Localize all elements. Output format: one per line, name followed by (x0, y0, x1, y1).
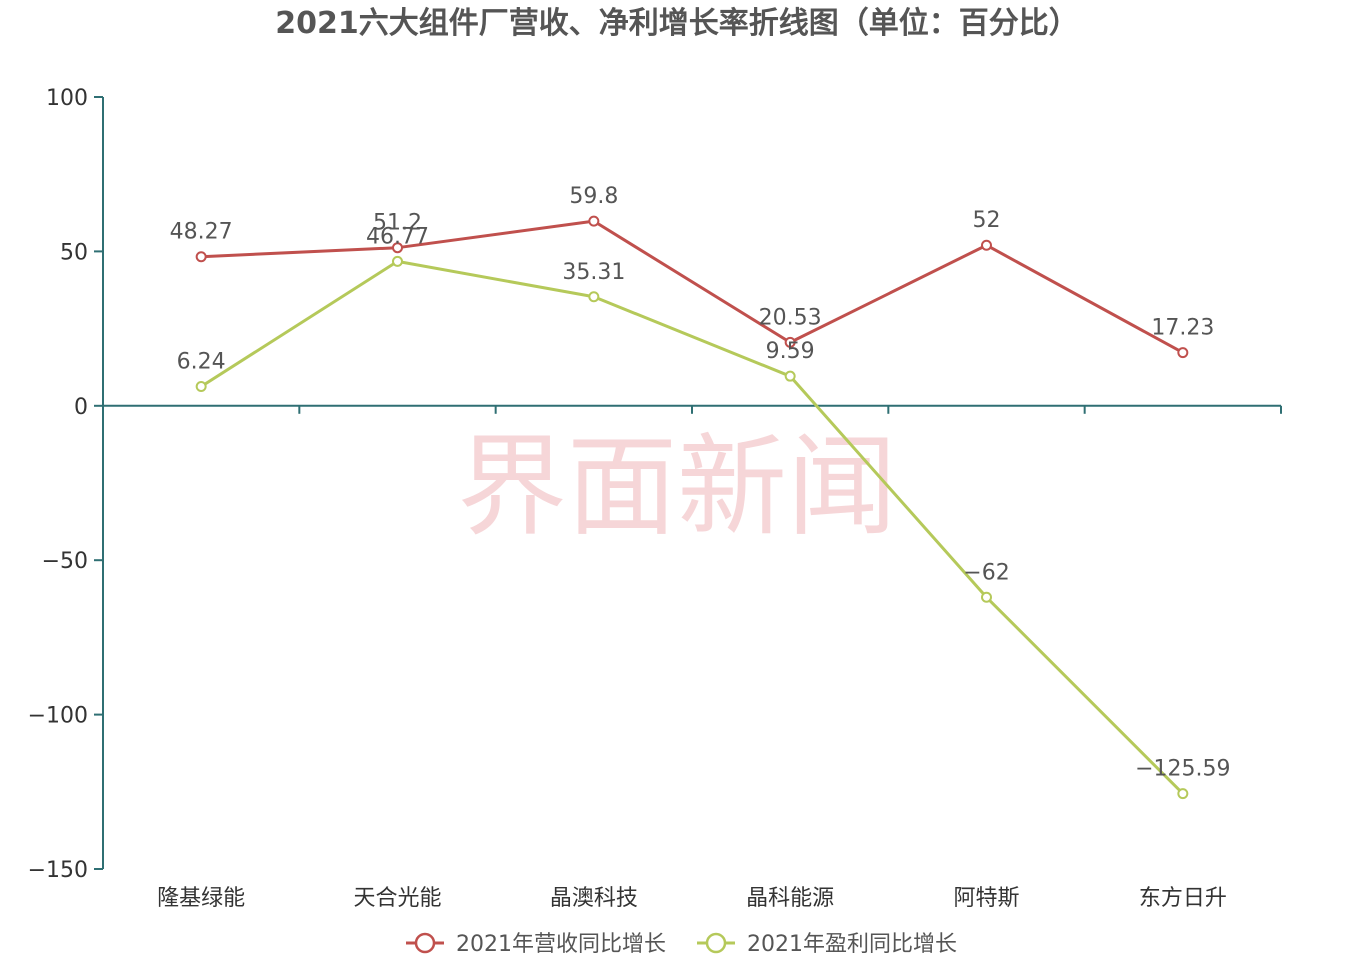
data-point[interactable] (392, 255, 403, 267)
data-point[interactable] (588, 291, 600, 303)
legend[interactable]: 2021年营收同比增长 2021年盈利同比增长 (406, 932, 957, 957)
y-tick-label: 0 (74, 395, 88, 420)
data-label: 48.27 (170, 220, 233, 245)
data-label: −125.59 (1135, 757, 1230, 782)
legend-marker (414, 932, 436, 954)
data-label: 51.2 (373, 211, 422, 236)
data-point[interactable] (588, 215, 600, 227)
data-label: 46.77 (366, 224, 429, 249)
data-label: 6.24 (177, 350, 226, 375)
x-category-label: 天合光能 (353, 886, 441, 911)
series-line (200, 259, 1184, 795)
x-category-label: 晶澳科技 (550, 886, 638, 911)
watermark-text: 界面新闻 (457, 423, 897, 551)
data-point[interactable] (1177, 788, 1189, 800)
y-tick-label: 50 (60, 240, 88, 265)
x-category-label: 阿特斯 (953, 886, 1019, 911)
series-1: 48.27 51.2 59.8 20.53 52 17.23 (170, 184, 1214, 359)
data-label: 52 (973, 208, 1001, 233)
x-category-label: 东方日升 (1139, 886, 1227, 911)
legend-marker (705, 932, 727, 954)
x-category-label: 隆基绿能 (157, 886, 245, 911)
data-point[interactable] (784, 336, 796, 348)
series-2: 6.24 46.77 35.31 9.59 −62 −125.59 (177, 224, 1231, 800)
data-point[interactable] (195, 381, 207, 393)
data-label: 59.8 (569, 184, 618, 209)
data-point[interactable] (195, 251, 207, 263)
data-point[interactable] (981, 591, 992, 603)
data-point[interactable] (981, 239, 992, 251)
series-line (201, 219, 1184, 354)
data-label: 17.23 (1151, 316, 1214, 341)
legend-item-1[interactable]: 2021年营收同比增长 (406, 932, 666, 957)
legend-label: 2021年营收同比增长 (456, 932, 666, 957)
data-label: 20.53 (759, 305, 822, 330)
data-label: 35.31 (562, 260, 625, 285)
series-layer: 48.27 51.2 59.8 20.53 52 17.23 6.24 46.77 35.31 9… (170, 184, 1231, 800)
y-tick-label: −100 (28, 704, 88, 729)
y-tick-label: −50 (42, 549, 88, 574)
data-point[interactable] (784, 370, 796, 382)
y-tick-label: −150 (28, 858, 88, 883)
legend-label: 2021年盈利同比增长 (747, 932, 957, 957)
data-label: 9.59 (766, 339, 815, 364)
data-point[interactable] (1177, 347, 1189, 359)
chart-title: 2021六大组件厂营收、净利增长率折线图（单位：百分比） (275, 6, 1079, 41)
x-category-label: 晶科能源 (746, 886, 834, 911)
axes: 100 50 0 −50 −100 −150 隆基绿能 天合光能 晶澳科技 晶科能源 阿特斯 东方日升 (28, 86, 1282, 911)
legend-item-2[interactable]: 2021年盈利同比增长 (697, 932, 957, 957)
data-point[interactable] (392, 242, 403, 254)
data-label: −62 (963, 560, 1009, 585)
y-tick-label: 100 (46, 86, 88, 111)
